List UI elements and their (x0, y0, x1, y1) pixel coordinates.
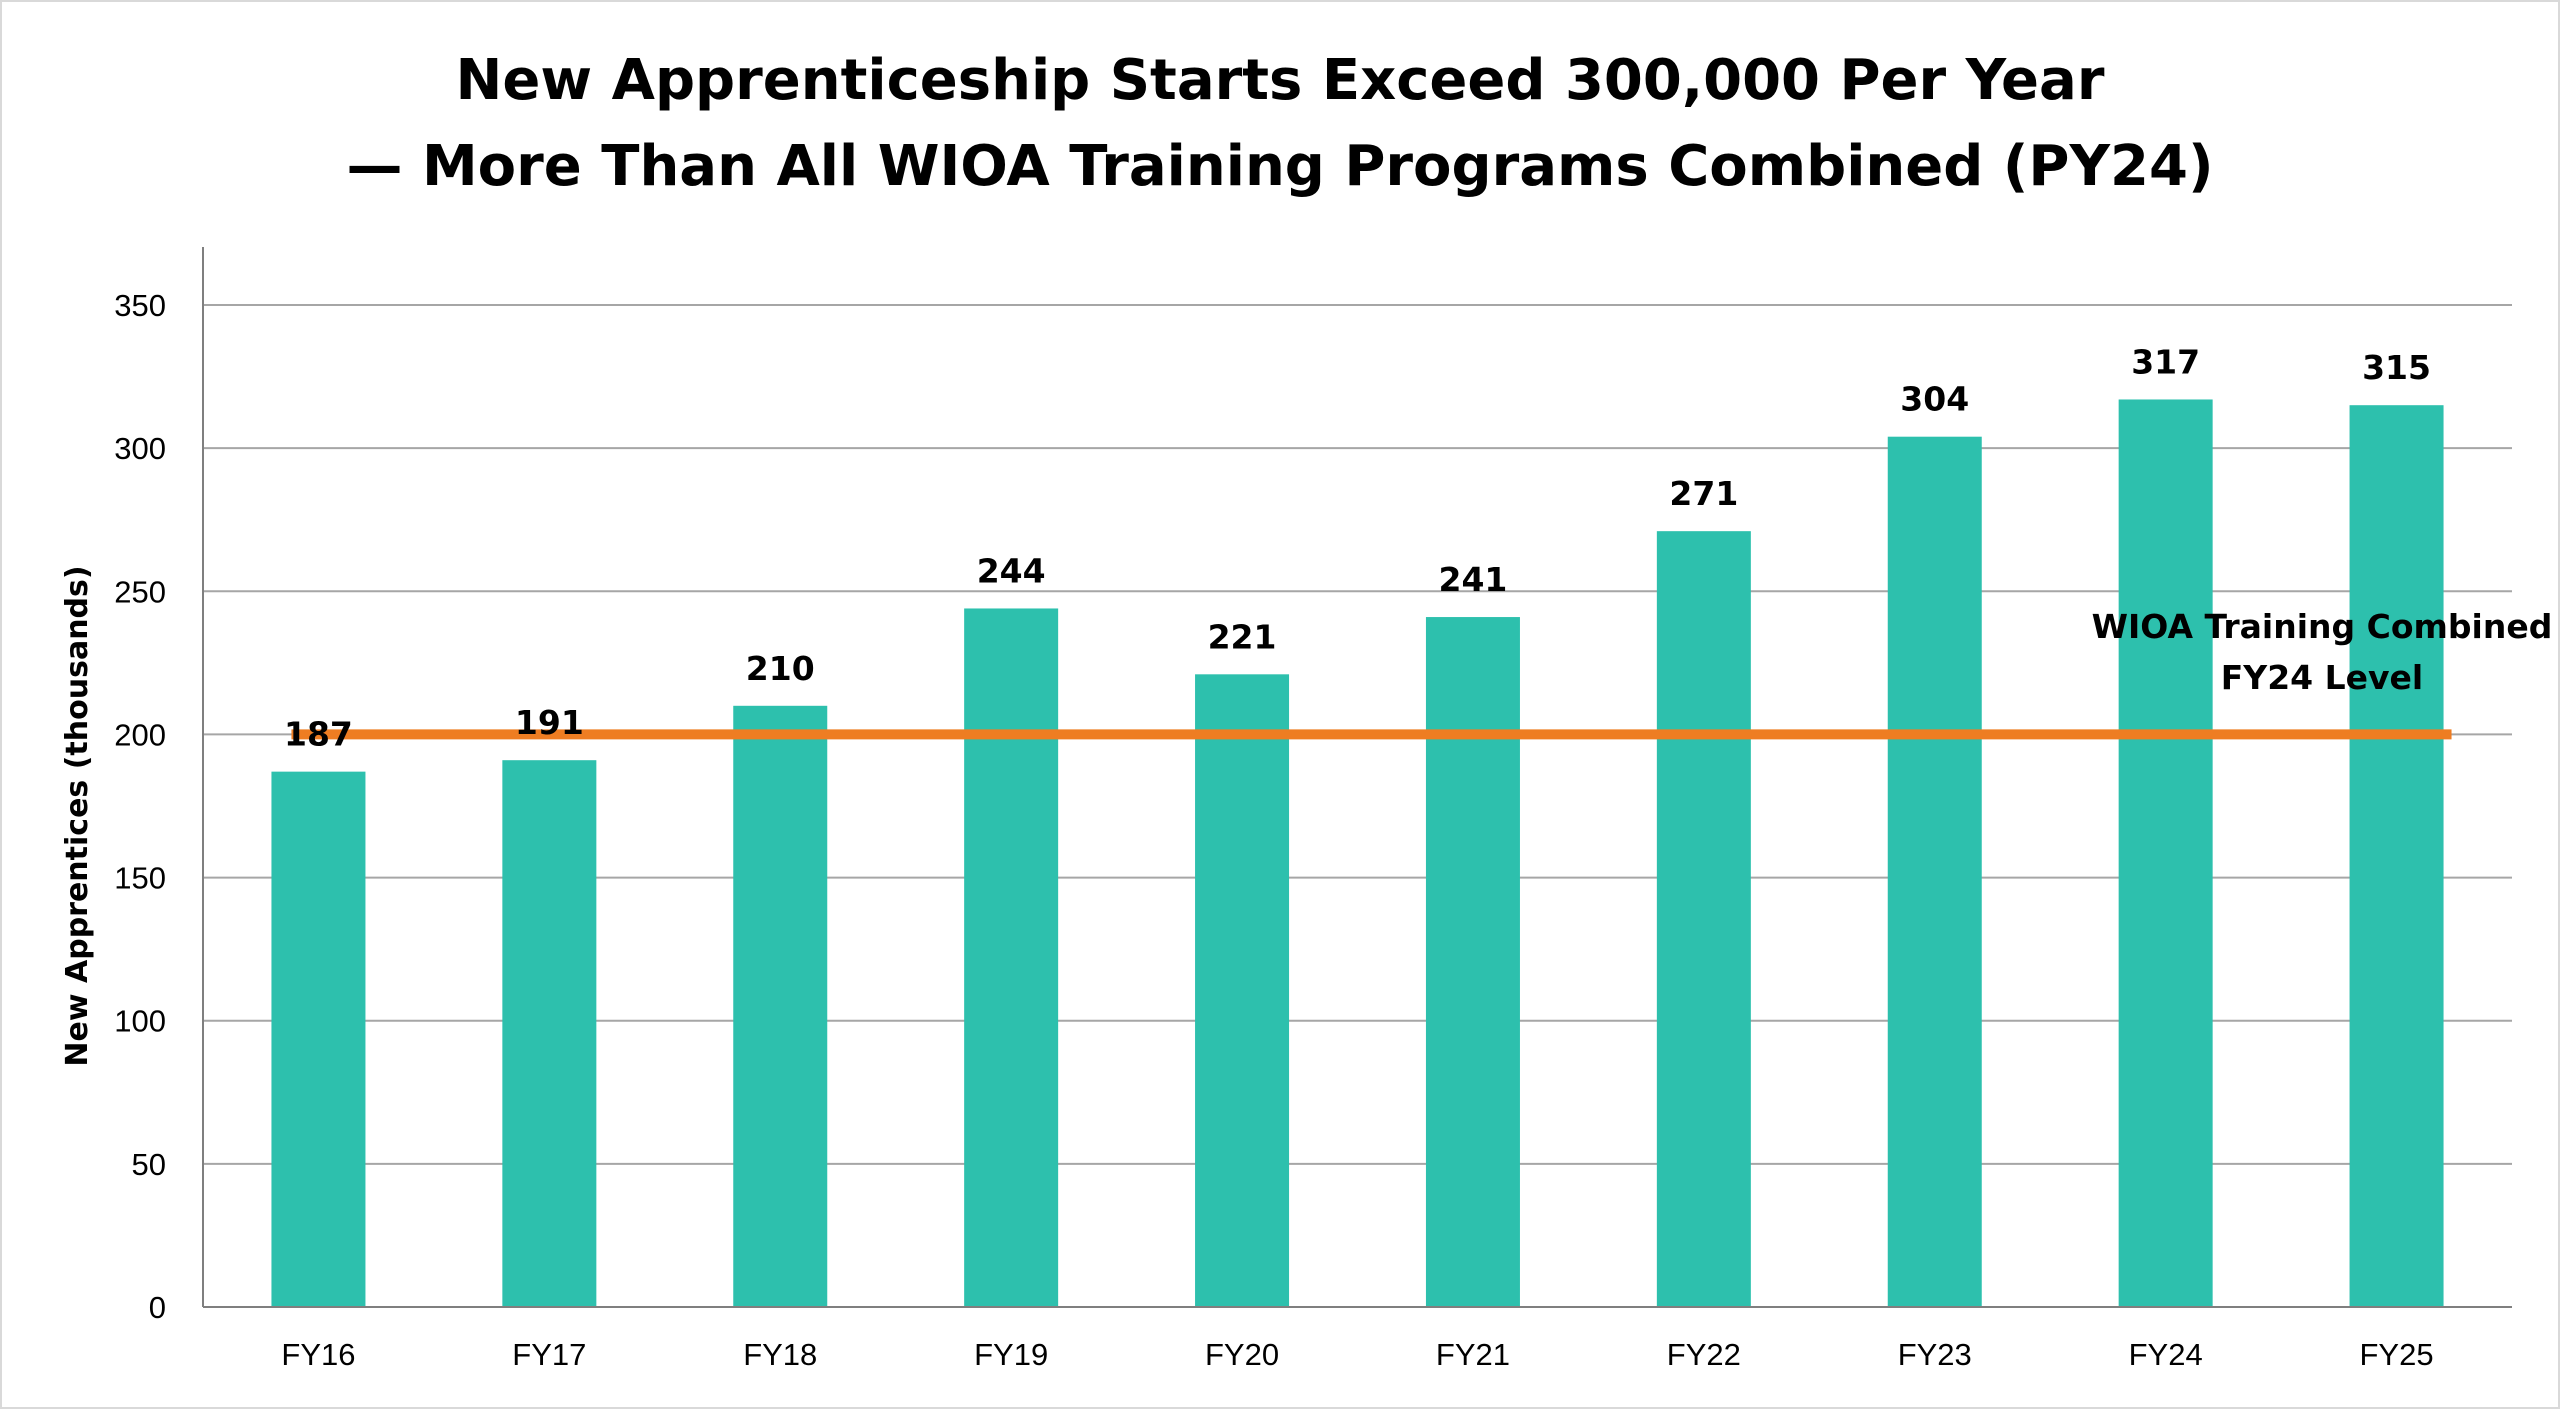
bars (271, 399, 2444, 1308)
x-tick-label: FY23 (1898, 1337, 1972, 1372)
y-tick-label: 350 (114, 288, 166, 323)
y-tick-label: 250 (114, 574, 166, 609)
x-tick-label: FY20 (1205, 1337, 1279, 1372)
reference-line-label: FY24 Level (2221, 658, 2423, 697)
x-tick-label: FY16 (281, 1337, 355, 1372)
data-label: 271 (1669, 474, 1738, 513)
bar-fy19 (964, 608, 1059, 1307)
y-tick-label: 50 (132, 1147, 166, 1182)
y-tick-label: 100 (114, 1004, 166, 1039)
data-labels: 187 191 210 244 221 241 271 304 317 315 (284, 342, 2431, 753)
x-tick-label: FY18 (743, 1337, 817, 1372)
data-label: 221 (1208, 617, 1277, 656)
data-label: 244 (977, 551, 1046, 590)
data-label: 304 (1900, 380, 1969, 419)
bar-fy21 (1425, 617, 1520, 1307)
data-label: 191 (515, 703, 584, 742)
bar-fy18 (733, 705, 828, 1307)
y-tick-label: 300 (114, 431, 166, 466)
bar-fy16 (271, 771, 366, 1307)
x-tick-label: FY21 (1436, 1337, 1510, 1372)
y-axis-title: New Apprentices (thousands) (60, 565, 95, 1066)
data-label: 210 (746, 649, 815, 688)
bar-fy23 (1887, 436, 1982, 1308)
chart-title-line-2: — More Than All WIOA Training Programs C… (346, 134, 2214, 199)
chart-title-line-1: New Apprenticeship Starts Exceed 300,000… (455, 48, 2105, 113)
reference-line-label: WIOA Training Combined (2092, 607, 2553, 646)
x-tick-label: FY24 (2129, 1337, 2203, 1372)
x-tick-label: FY17 (512, 1337, 586, 1372)
data-label: 315 (2362, 348, 2431, 387)
x-tick-label: FY22 (1667, 1337, 1741, 1372)
axes: 0 50 100 150 200 250 300 350 FY16 FY17 FY18 FY19 FY2… (114, 247, 2512, 1372)
reference-line-group: WIOA Training Combined FY24 Level (291, 607, 2553, 740)
bar-fy24 (2118, 399, 2213, 1308)
data-label: 317 (2131, 342, 2200, 381)
bar-fy25 (2349, 405, 2444, 1307)
y-tick-label: 0 (149, 1290, 166, 1325)
bar-fy17 (502, 760, 597, 1307)
x-tick-label: FY25 (2359, 1337, 2433, 1372)
y-tick-label: 200 (114, 717, 166, 752)
data-label: 241 (1439, 560, 1508, 599)
bar-fy22 (1656, 531, 1751, 1307)
bar-fy20 (1195, 674, 1290, 1307)
y-tick-label: 150 (114, 861, 166, 896)
x-tick-label: FY19 (974, 1337, 1048, 1372)
chart-title: New Apprenticeship Starts Exceed 300,000… (0, 38, 2560, 210)
data-label: 187 (284, 715, 353, 754)
